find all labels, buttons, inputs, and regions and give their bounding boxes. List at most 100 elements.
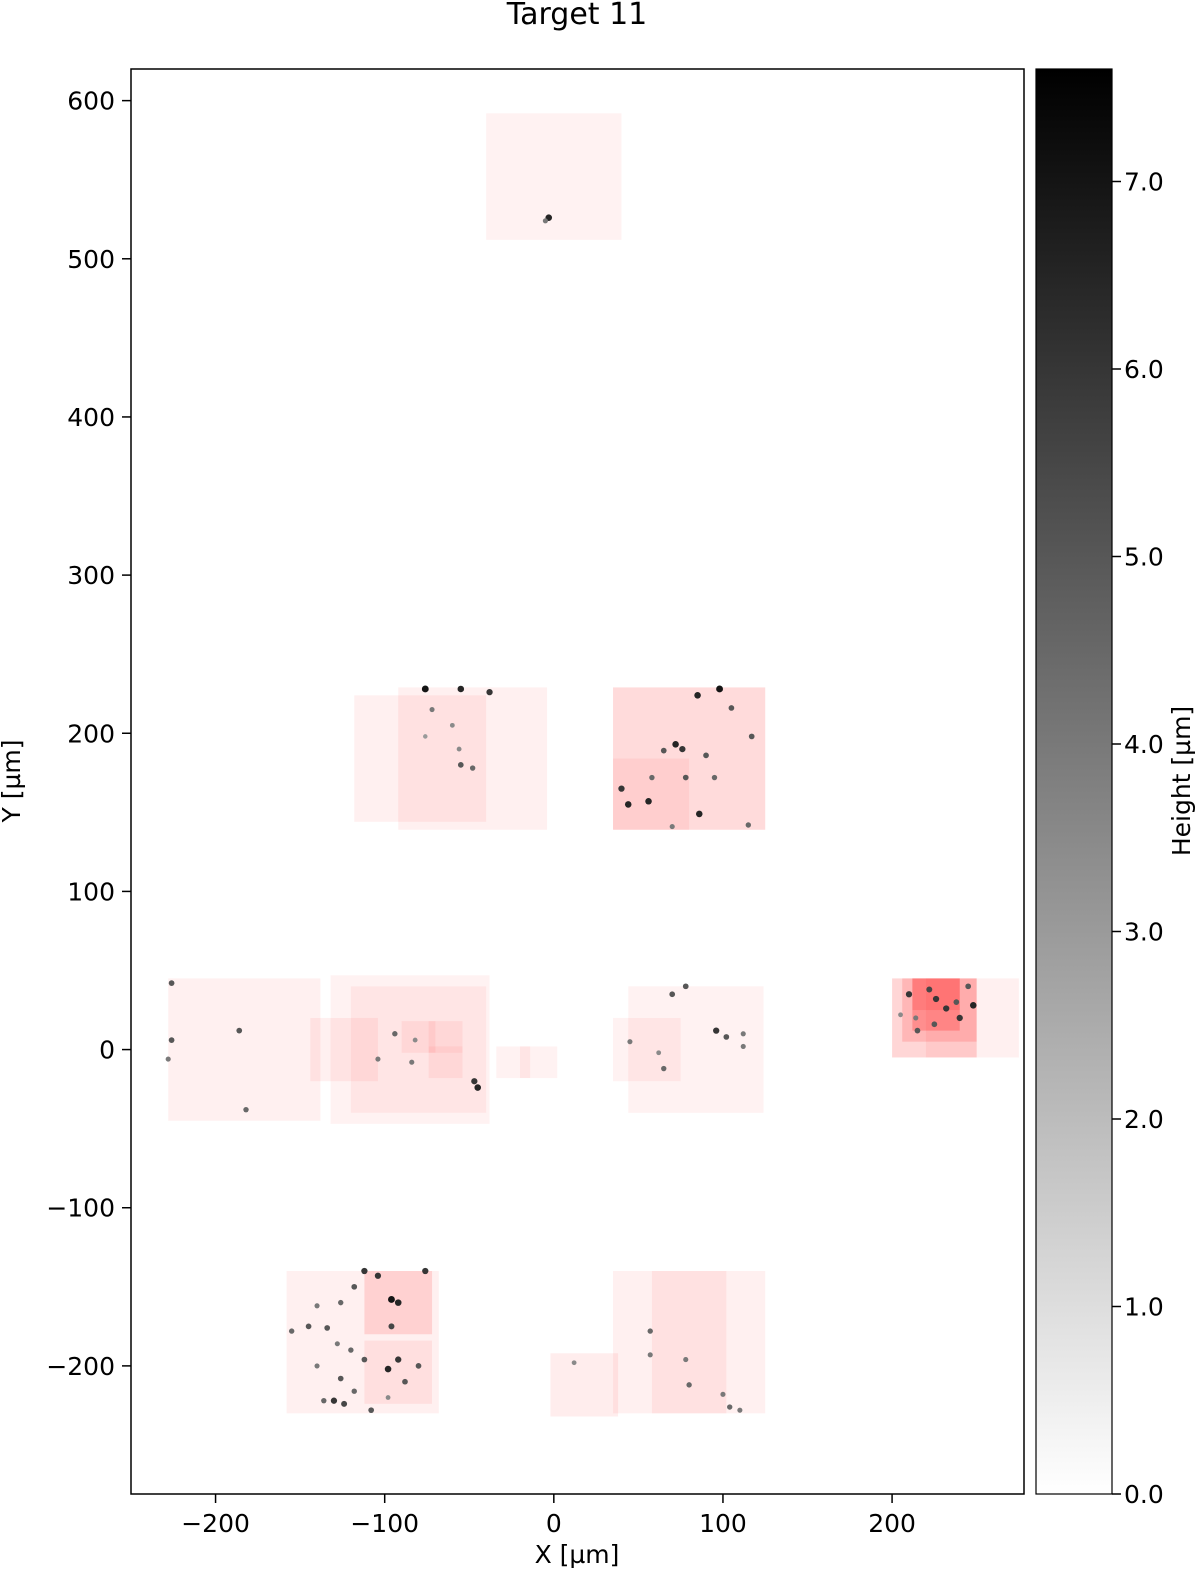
height-dot xyxy=(421,685,429,693)
height-dot xyxy=(341,1400,348,1407)
x-axis-label: X [µm] xyxy=(535,1540,620,1569)
height-dot xyxy=(305,1323,312,1330)
x-tick-label: 200 xyxy=(868,1509,916,1538)
x-axis-ticks: −200 −100 0 100 200 xyxy=(181,1494,916,1538)
height-dot xyxy=(361,1356,368,1363)
height-dot xyxy=(449,722,455,728)
colorbar-tick-label: 6.0 xyxy=(1124,355,1164,384)
height-dot xyxy=(368,1407,375,1414)
height-dot xyxy=(898,1012,903,1018)
height-dot xyxy=(412,1037,418,1043)
y-tick-label: 400 xyxy=(67,403,115,432)
height-dot xyxy=(627,1039,633,1045)
height-dot xyxy=(645,797,652,805)
y-tick-label: 200 xyxy=(67,719,115,748)
x-tick-label: −200 xyxy=(181,1509,250,1538)
height-dot xyxy=(374,1272,382,1279)
height-dot xyxy=(415,1363,422,1369)
scan-patch xyxy=(925,978,1019,1058)
height-dot xyxy=(682,774,689,781)
plot-frame xyxy=(130,68,1025,1495)
scan-patch xyxy=(398,687,548,830)
height-dot xyxy=(656,1050,662,1056)
height-dot xyxy=(669,824,675,830)
height-dot xyxy=(728,705,735,711)
chart-title: Target 11 xyxy=(506,0,648,32)
height-dot xyxy=(624,801,632,808)
height-dot xyxy=(542,218,548,224)
height-dot xyxy=(703,752,709,759)
height-dot xyxy=(727,1404,733,1410)
height-dot xyxy=(720,1391,726,1397)
height-dot xyxy=(647,1352,653,1358)
height-dot xyxy=(243,1106,249,1113)
height-dot xyxy=(474,1084,481,1091)
height-dot xyxy=(388,1296,395,1303)
height-dot xyxy=(682,983,689,990)
scan-patch xyxy=(310,1017,378,1082)
height-dot xyxy=(385,1395,391,1400)
scan-patch xyxy=(613,758,690,830)
height-dot xyxy=(384,1365,392,1373)
x-tick-label: 100 xyxy=(699,1509,747,1538)
plot-area xyxy=(131,69,1024,1494)
scan-patch xyxy=(902,978,977,1042)
colorbar-tick-label: 4.0 xyxy=(1124,730,1164,759)
height-dot xyxy=(669,991,676,998)
scan-patch xyxy=(354,695,487,822)
height-dot xyxy=(956,1014,963,1022)
height-dot xyxy=(375,1056,381,1062)
height-dot xyxy=(168,980,175,987)
height-dot xyxy=(711,774,718,781)
height-dot xyxy=(395,1356,402,1363)
scan-patch xyxy=(428,1046,463,1053)
scan-patch xyxy=(550,1353,619,1417)
height-dot xyxy=(388,1323,395,1330)
height-dot xyxy=(683,1357,689,1363)
y-tick-label: −100 xyxy=(46,1194,115,1223)
scan-patch xyxy=(364,1340,433,1404)
y-tick-label: 0 xyxy=(99,1036,115,1065)
scan-patch xyxy=(401,1021,436,1053)
height-dot xyxy=(486,689,493,696)
height-dot xyxy=(660,747,667,754)
height-dot xyxy=(330,1397,338,1404)
height-dot xyxy=(716,685,723,693)
x-tick-label: 0 xyxy=(546,1509,562,1538)
height-dot xyxy=(905,991,913,998)
height-dot xyxy=(469,765,476,771)
scan-patch xyxy=(330,975,490,1124)
height-dot xyxy=(457,685,465,693)
colorbar-tick-label: 1.0 xyxy=(1124,1293,1164,1322)
height-dot xyxy=(679,745,686,753)
height-dot xyxy=(392,1031,398,1037)
height-dot xyxy=(429,706,435,713)
height-dot xyxy=(723,1034,730,1040)
scan-patch xyxy=(613,687,766,830)
height-dot xyxy=(618,785,625,792)
height-dot xyxy=(423,734,428,739)
height-dot xyxy=(165,1056,171,1062)
height-dot xyxy=(361,1267,368,1275)
height-dot xyxy=(740,1043,746,1049)
height-dot xyxy=(314,1303,320,1309)
colorbar-tick-label: 0.0 xyxy=(1124,1480,1164,1509)
height-dot xyxy=(334,1341,340,1347)
scan-patch xyxy=(912,978,960,1031)
height-dot xyxy=(471,1078,478,1085)
height-dot xyxy=(409,1059,415,1065)
height-dot xyxy=(713,1027,720,1034)
height-dot xyxy=(168,1037,175,1043)
scan-patch xyxy=(912,978,960,1011)
height-dot xyxy=(456,746,462,752)
y-tick-label: 600 xyxy=(67,87,115,116)
height-dot xyxy=(661,1065,667,1072)
y-axis-label: Y [µm] xyxy=(0,740,26,824)
scan-patch xyxy=(168,978,321,1121)
height-dot xyxy=(649,774,655,781)
height-dot xyxy=(740,1031,746,1037)
height-dot xyxy=(321,1397,327,1404)
height-dot xyxy=(288,1328,295,1334)
y-tick-label: 300 xyxy=(67,561,115,590)
scan-patch xyxy=(519,1046,558,1079)
